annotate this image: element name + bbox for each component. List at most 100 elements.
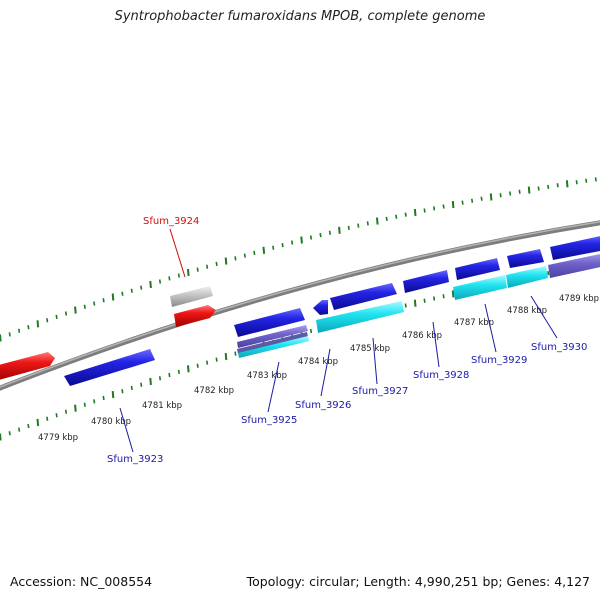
inner-tick-mark <box>433 296 436 301</box>
outer-tick-mark <box>376 217 379 225</box>
gene-arrow-3926-3927-upper[interactable] <box>330 283 397 310</box>
gene-arrow-sfum-3925-cyan[interactable] <box>238 336 309 358</box>
outer-tick-mark <box>404 212 407 217</box>
inner-tick-mark <box>140 382 143 387</box>
gene-label-sfum-3924[interactable]: Sfum_3924 <box>143 216 199 227</box>
gene-arrow-3929b-upper[interactable] <box>507 249 544 268</box>
outer-tick-mark <box>243 253 246 258</box>
inner-tick-mark <box>149 377 152 385</box>
inner-tick-mark <box>215 357 218 362</box>
outer-tick-mark <box>509 191 512 196</box>
outer-tick-mark <box>196 267 199 272</box>
inner-tick-mark <box>423 298 426 303</box>
gene-arrow-3930-upper[interactable] <box>550 235 600 260</box>
outer-tick-mark <box>0 334 2 342</box>
inner-tick-mark <box>102 395 105 401</box>
inner-tick-mark <box>64 409 68 414</box>
outer-tick-mark <box>300 236 303 244</box>
gene-arrow-sfum-3924-red[interactable] <box>174 305 216 327</box>
scale-tick-label: 4786 kbp <box>402 331 442 341</box>
gene-arrow-sfum-3926[interactable] <box>316 301 404 333</box>
outer-tick-mark <box>121 291 124 296</box>
inner-tick-mark <box>451 290 455 298</box>
gene-label-sfum-3929[interactable]: Sfum_3929 <box>471 355 527 366</box>
outer-tick-mark <box>149 280 152 289</box>
inner-tick-mark <box>224 353 228 361</box>
genome-summary-text: Topology: circular; Length: 4,990,251 bp… <box>246 574 590 589</box>
outer-tick-mark <box>347 225 350 231</box>
outer-tick-mark <box>423 208 426 213</box>
outer-tick-mark <box>556 183 559 188</box>
outer-tick-mark <box>27 325 30 330</box>
outer-tick-mark <box>489 193 493 201</box>
gene-arrow-sfum-3929[interactable] <box>453 275 507 300</box>
outer-tick-mark <box>575 180 578 185</box>
outer-tick-mark <box>461 200 464 205</box>
gene-label-sfum-3928[interactable]: Sfum_3928 <box>413 370 469 381</box>
inner-tick-mark <box>0 433 2 441</box>
outer-tick-mark <box>547 184 550 190</box>
inner-tick-mark <box>46 416 49 421</box>
gene-arrow-red-left[interactable] <box>0 352 55 381</box>
gene-arrow-sfum-3924-gray[interactable] <box>170 286 213 307</box>
outer-tick-mark <box>480 196 483 201</box>
inner-tick-mark <box>234 351 237 356</box>
outer-tick-mark <box>328 230 331 235</box>
inner-tick-mark <box>55 413 58 418</box>
outer-tick-mark <box>451 200 455 209</box>
inner-tick-mark <box>27 423 30 429</box>
gene-arrow-3928-upper[interactable] <box>403 270 449 293</box>
gene-label-sfum-3923[interactable]: Sfum_3923 <box>107 454 163 465</box>
outer-tick-mark <box>46 318 49 323</box>
gene-arrow-sfum-3930-cyan[interactable] <box>506 266 548 288</box>
gene-arrow-sfum-3925-lavender-2[interactable] <box>237 332 308 354</box>
gene-label-leaders <box>119 228 558 453</box>
inner-tick-mark <box>168 372 171 378</box>
outer-tick-mark <box>537 186 540 191</box>
outer-tick-mark <box>8 332 11 337</box>
outer-tick-mark <box>366 221 369 226</box>
outer-tick-mark <box>234 256 237 261</box>
leader-sfum-3930 <box>530 295 558 339</box>
gene-arrow-small[interactable] <box>313 300 328 315</box>
outer-tick-mark <box>357 223 360 228</box>
outer-tick-mark <box>177 273 180 278</box>
gene-label-sfum-3926[interactable]: Sfum_3926 <box>295 400 351 411</box>
outer-tick-mark <box>291 240 294 245</box>
gene-arrow-sfum-3923[interactable] <box>64 349 155 386</box>
scale-tick-label: 4781 kbp <box>142 401 182 411</box>
inner-tick-mark <box>121 389 124 394</box>
gene-arrow-3929-upper[interactable] <box>455 258 500 280</box>
scale-tick-label: 4783 kbp <box>247 371 287 381</box>
outer-tick-mark <box>499 193 502 198</box>
outer-tick-mark <box>36 320 40 328</box>
gene-arrow-sfum-3925-upper[interactable] <box>234 308 305 337</box>
outer-tick-mark <box>413 208 417 217</box>
scale-tick-label: 4787 kbp <box>454 318 494 328</box>
outer-tick-mark <box>18 328 21 333</box>
gene-arrow-sfum-3925-lavender[interactable] <box>237 325 308 348</box>
gene-label-sfum-3930[interactable]: Sfum_3930 <box>531 342 587 353</box>
inner-tick-mark <box>8 431 11 436</box>
forward-strand-genes <box>0 235 600 381</box>
scale-tick-label: 4784 kbp <box>298 357 338 367</box>
inner-tick-mark <box>404 303 407 308</box>
gene-arrow-sfum-3930-lavender[interactable] <box>548 253 600 278</box>
outer-tick-ring <box>0 177 597 342</box>
outer-tick-mark <box>565 180 569 188</box>
leader-sfum-3928 <box>432 321 440 368</box>
gene-label-sfum-3927[interactable]: Sfum_3927 <box>352 386 408 397</box>
inner-tick-mark <box>130 385 133 391</box>
outer-tick-mark <box>253 250 256 256</box>
gene-label-sfum-3925[interactable]: Sfum_3925 <box>241 415 297 426</box>
scale-labels: 4779 kbp 4780 kbp 4781 kbp 4782 kbp 4783… <box>38 294 599 443</box>
outer-tick-mark <box>281 242 284 248</box>
gene-labels: Sfum_3924 Sfum_3923 Sfum_3925 Sfum_3926 … <box>107 216 587 465</box>
outer-tick-mark <box>585 178 588 183</box>
outer-tick-mark <box>272 245 275 250</box>
outer-tick-mark <box>594 177 597 182</box>
leader-sfum-3927 <box>372 337 378 385</box>
leader-sfum-3923 <box>119 407 134 453</box>
leader-sfum-3924 <box>169 228 186 278</box>
